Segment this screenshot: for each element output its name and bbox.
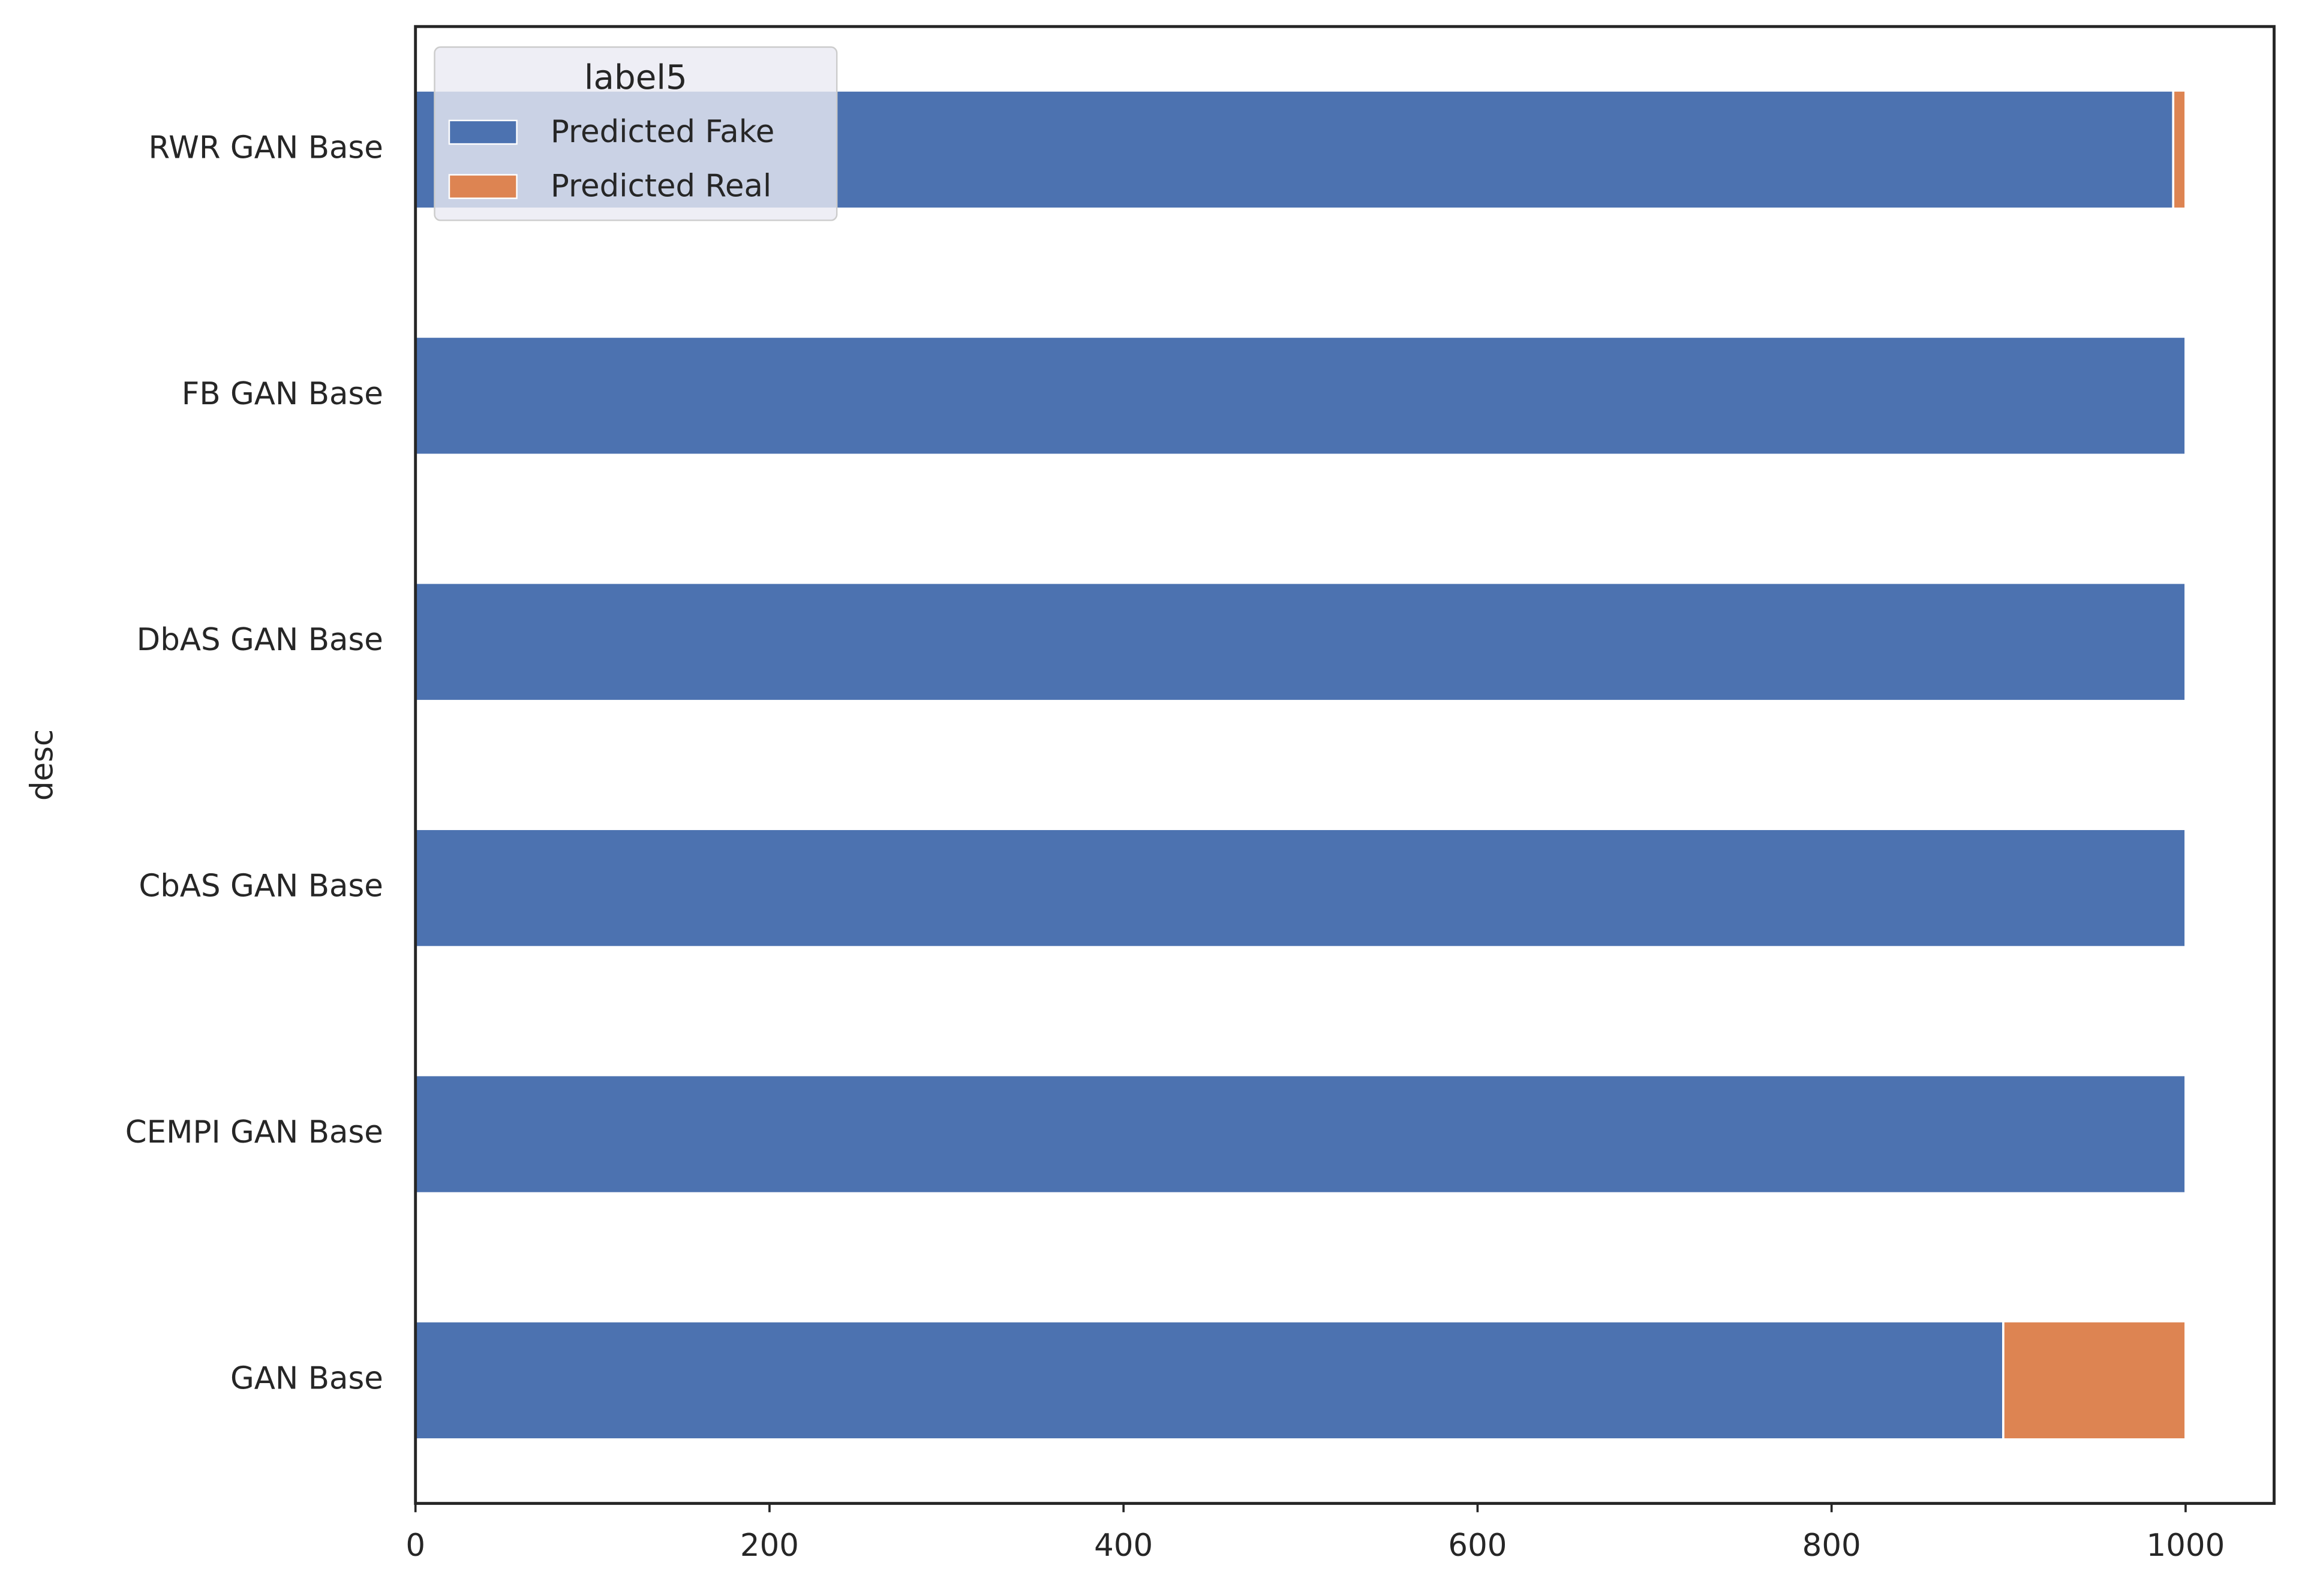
plot-frame bbox=[414, 25, 2276, 1505]
y-tick-label: CbAS GAN Base bbox=[139, 868, 383, 904]
legend-label: Predicted Fake bbox=[551, 114, 774, 150]
x-tick-label: 1000 bbox=[2147, 1528, 2225, 1564]
legend-box bbox=[434, 46, 838, 221]
legend-swatch bbox=[448, 119, 518, 145]
x-tick-label: 200 bbox=[740, 1528, 799, 1564]
x-tick-label: 800 bbox=[1802, 1528, 1861, 1564]
x-tick-label: 400 bbox=[1094, 1528, 1153, 1564]
legend: label5 Predicted Fake Predicted Real bbox=[434, 46, 838, 221]
bar-segment bbox=[414, 581, 2187, 702]
y-tick-label: CEMPI GAN Base bbox=[125, 1114, 383, 1150]
bar-segment bbox=[414, 1320, 2005, 1441]
bar-segment bbox=[414, 828, 2187, 948]
y-tick-label: DbAS GAN Base bbox=[137, 622, 383, 658]
legend-label: Predicted Real bbox=[551, 168, 771, 204]
x-tick-label: 0 bbox=[405, 1528, 425, 1564]
y-axis-label: desc bbox=[24, 729, 60, 801]
bar-segment bbox=[414, 1074, 2187, 1195]
y-tick-label: GAN Base bbox=[230, 1360, 383, 1396]
legend-swatch bbox=[448, 174, 518, 199]
bar-segment bbox=[2002, 1320, 2187, 1441]
bar-segment bbox=[2172, 89, 2187, 210]
y-tick-label: RWR GAN Base bbox=[148, 130, 383, 166]
bar-segment bbox=[414, 335, 2187, 456]
y-tick-label: FB GAN Base bbox=[182, 376, 383, 412]
legend-title: label5 bbox=[584, 58, 687, 97]
x-tick-label: 600 bbox=[1448, 1528, 1507, 1564]
